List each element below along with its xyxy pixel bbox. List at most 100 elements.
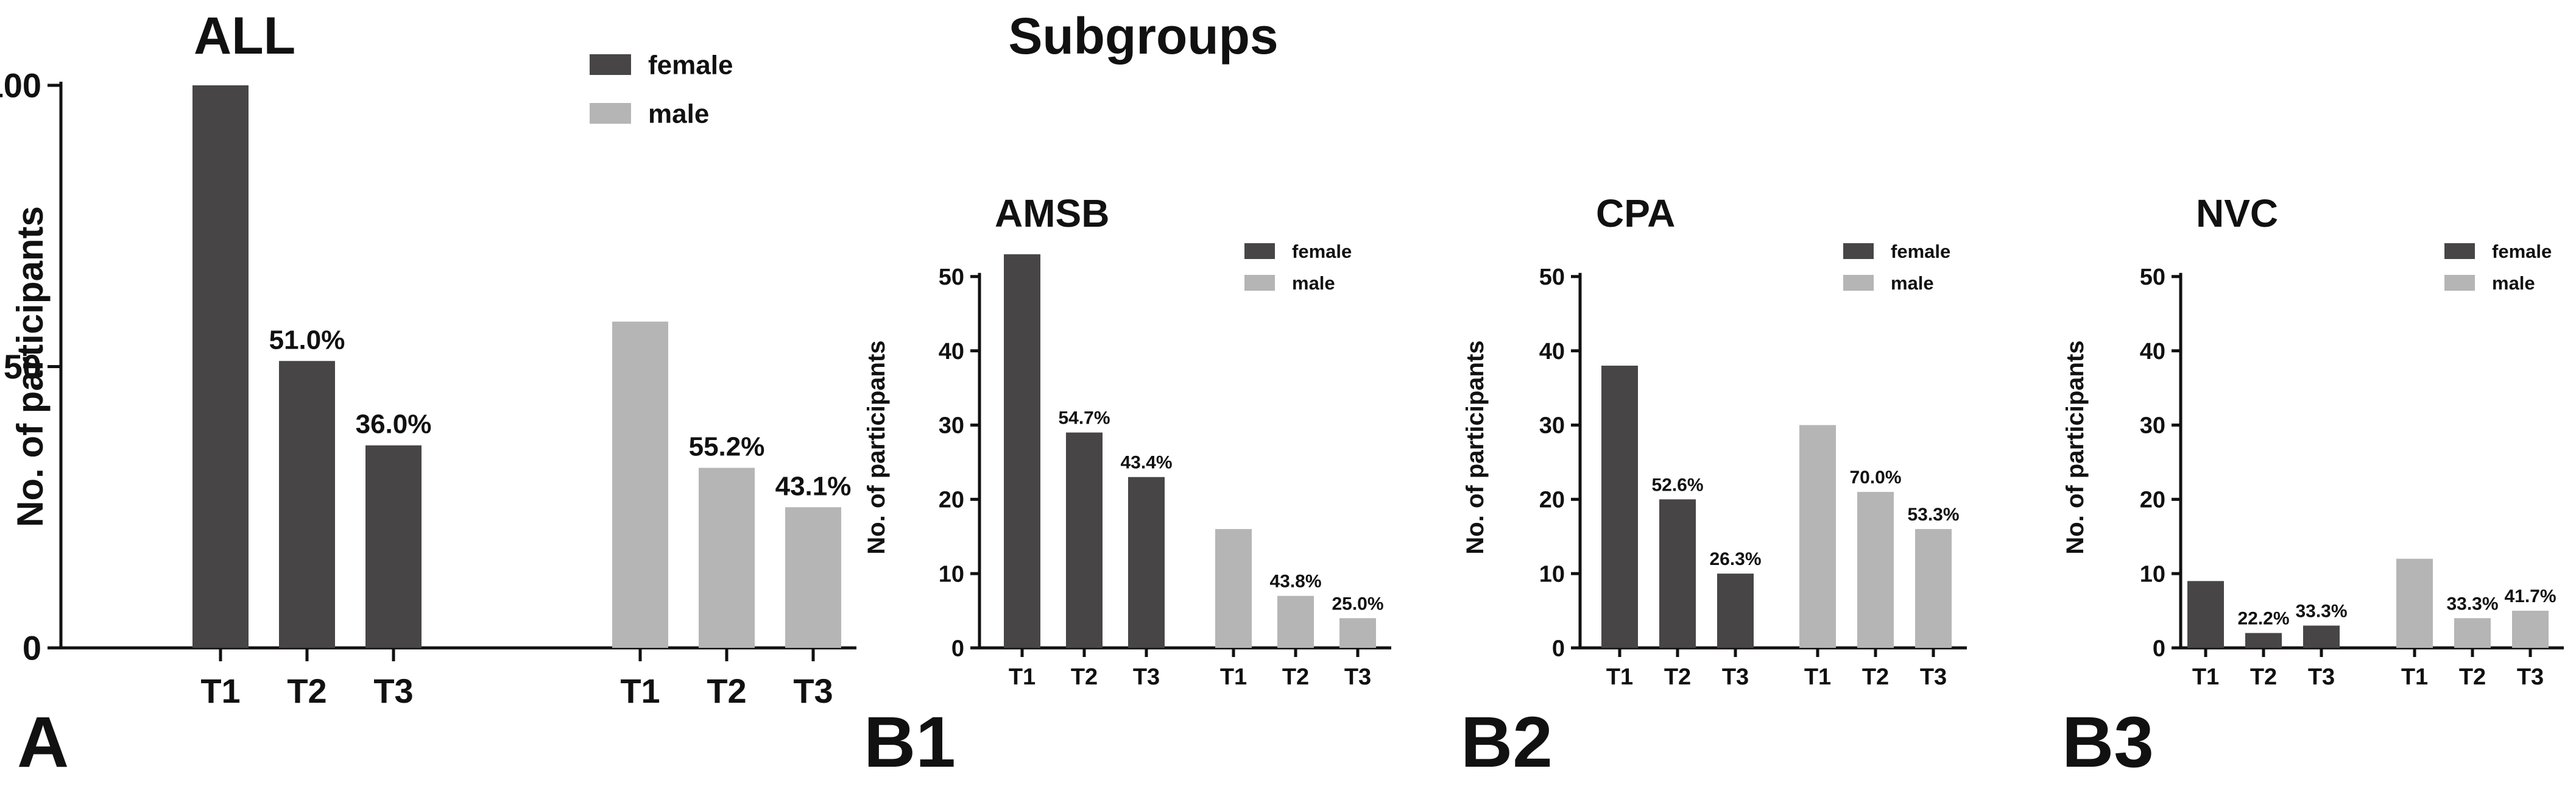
data-label-female: 54.7% <box>1058 408 1110 428</box>
bar-male-t2 <box>2454 618 2491 648</box>
legend-swatch-female <box>2444 243 2475 259</box>
data-label-male: 55.2% <box>689 432 765 462</box>
y-tick-label: 50 <box>939 265 964 290</box>
x-tick-label: T3 <box>1344 664 1371 690</box>
y-tick-label: 30 <box>2140 413 2165 439</box>
bar-male-t3 <box>2512 611 2549 648</box>
y-tick-label: 20 <box>1539 488 1565 513</box>
bar-female-t2 <box>2245 633 2282 648</box>
x-tick-label: T2 <box>1282 664 1309 690</box>
bar-male-t2 <box>1277 595 1314 648</box>
data-label-female: 43.4% <box>1120 453 1172 473</box>
y-tick-label: 50 <box>2140 265 2165 290</box>
panel-label-b1: B1 <box>864 702 956 783</box>
legend-label-male: male <box>1292 272 1335 294</box>
page-title: Subgroups <box>1008 7 1278 65</box>
chart-title-b2: CPA <box>1596 191 1675 235</box>
bar-male-t1 <box>1215 529 1252 648</box>
panel-label-b3: B3 <box>2062 702 2154 783</box>
bar-male-t1 <box>612 321 668 648</box>
x-tick-label: T2 <box>1071 664 1098 690</box>
panel-label-b2: B2 <box>1461 702 1553 783</box>
y-tick-label: 0 <box>1552 636 1565 661</box>
y-tick-label: 10 <box>1539 561 1565 587</box>
y-tick-label: 40 <box>2140 339 2165 364</box>
data-label-male: 70.0% <box>1849 467 1901 488</box>
y-tick-label: 20 <box>939 488 964 513</box>
x-tick-label: T1 <box>1606 664 1633 690</box>
data-label-female: 26.3% <box>1709 549 1761 569</box>
data-label-female: 52.6% <box>1651 475 1703 495</box>
x-tick-label: T1 <box>2401 664 2428 690</box>
bar-male-t2 <box>1857 492 1894 648</box>
bar-female-t2 <box>1066 432 1103 648</box>
bar-female-t2 <box>1659 499 1696 648</box>
legend-label-male: male <box>2492 272 2535 294</box>
bar-female-t1 <box>2187 581 2224 648</box>
x-tick-label: T3 <box>1722 664 1749 690</box>
chart-title-a: ALL <box>194 7 295 65</box>
legend-swatch-male <box>2444 275 2475 291</box>
bar-male-t3 <box>1339 618 1376 648</box>
data-label-male: 41.7% <box>2504 586 2556 606</box>
y-tick-label: 30 <box>939 413 964 439</box>
data-label-male: 25.0% <box>1332 594 1383 614</box>
bar-male-t1 <box>1799 425 1836 648</box>
x-tick-label: T1 <box>200 672 240 710</box>
y-tick-label: 100 <box>0 66 41 105</box>
x-tick-label: T1 <box>620 672 660 710</box>
x-tick-label: T2 <box>2250 664 2277 690</box>
data-label-female: 33.3% <box>2295 601 2347 621</box>
x-tick-label: T2 <box>1664 664 1691 690</box>
legend-swatch-female <box>1244 243 1275 259</box>
bar-male-t3 <box>1915 529 1952 648</box>
legend-swatch-female <box>1843 243 1874 259</box>
y-axis-label-b2: No. of participants <box>1462 340 1489 554</box>
y-tick-label: 0 <box>951 636 964 661</box>
y-tick-label: 0 <box>2153 636 2165 661</box>
x-tick-label: T1 <box>1804 664 1831 690</box>
y-tick-label: 40 <box>1539 339 1565 364</box>
legend-swatch-male <box>1244 275 1275 291</box>
bar-male-t1 <box>2396 558 2433 648</box>
data-label-female: 22.2% <box>2237 609 2289 629</box>
bar-female-t3 <box>365 445 422 648</box>
x-tick-label: T2 <box>707 672 746 710</box>
data-label-female: 36.0% <box>356 410 432 439</box>
bar-female-t1 <box>1601 365 1638 648</box>
legend-label-female: female <box>1891 241 1950 262</box>
bar-male-t2 <box>699 467 755 648</box>
bar-female-t3 <box>1128 477 1165 648</box>
panel-label-a: A <box>17 702 69 783</box>
data-label-male: 43.8% <box>1269 572 1321 592</box>
x-tick-label: T2 <box>1862 664 1889 690</box>
bar-male-t3 <box>785 507 841 648</box>
data-label-male: 43.1% <box>775 471 852 501</box>
data-label-male: 53.3% <box>1907 505 1959 525</box>
bar-female-t1 <box>1004 254 1040 648</box>
y-tick-label: 50 <box>1539 265 1565 290</box>
x-tick-label: T3 <box>793 672 833 710</box>
x-tick-label: T3 <box>1133 664 1160 690</box>
legend-swatch-male <box>590 103 631 124</box>
x-tick-label: T3 <box>1920 664 1947 690</box>
y-tick-label: 50 <box>4 347 41 386</box>
x-tick-label: T3 <box>2308 664 2335 690</box>
x-tick-label: T1 <box>1220 664 1247 690</box>
legend-label-male: male <box>648 99 709 129</box>
bar-female-t3 <box>1717 574 1754 648</box>
y-tick-label: 10 <box>939 561 964 587</box>
y-tick-label: 10 <box>2140 561 2165 587</box>
legend-label-female: female <box>1292 241 1352 262</box>
x-tick-label: T2 <box>287 672 326 710</box>
legend-swatch-female <box>590 54 631 75</box>
x-tick-label: T1 <box>2192 664 2219 690</box>
y-tick-label: 40 <box>939 339 964 364</box>
data-label-female: 51.0% <box>269 325 345 355</box>
legend-label-male: male <box>1891 272 1934 294</box>
y-axis-label-b3: No. of participants <box>2062 340 2089 554</box>
y-axis-label-a: No. of participants <box>10 206 51 527</box>
legend-label-female: female <box>2492 241 2552 262</box>
bar-female-t3 <box>2303 625 2340 648</box>
